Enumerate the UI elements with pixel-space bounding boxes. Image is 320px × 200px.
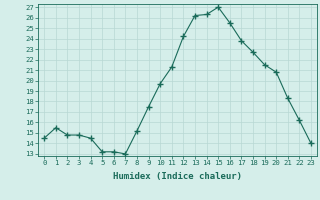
X-axis label: Humidex (Indice chaleur): Humidex (Indice chaleur)	[113, 172, 242, 181]
